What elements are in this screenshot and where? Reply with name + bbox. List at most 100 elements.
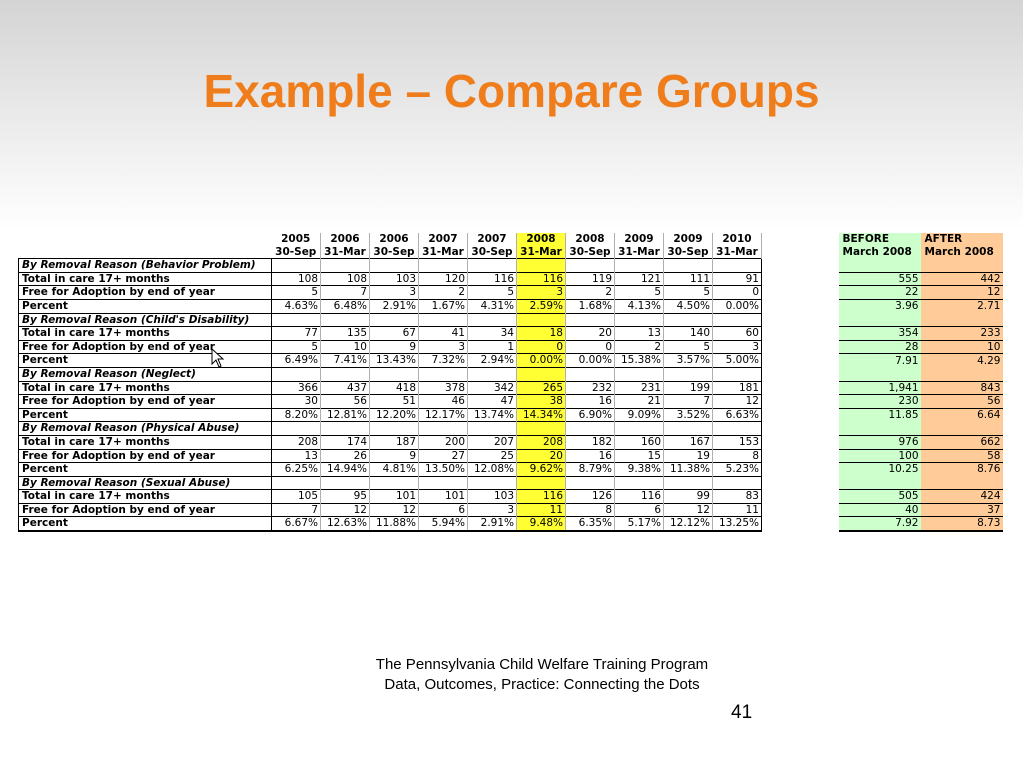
after-cell [920,258,1003,273]
data-cell: 0 [565,339,615,354]
data-cell: 108 [271,271,321,286]
table-row: Free for Adoption by end of year 30 56 51 46… [18,394,1003,409]
empty-cell [516,366,566,382]
data-cell: 200 [418,434,468,449]
table-row: Free for Adoption by end of year 7 12 12 6 3 1… [18,502,1003,517]
data-cell: 116 [516,271,566,286]
header-blank-cell [19,246,272,259]
data-cell: 9.62% [516,462,566,477]
data-cell: 25 [467,448,517,463]
before-cell [838,476,921,490]
data-cell: 20 [516,448,566,463]
column-header: 2007 [467,233,517,246]
row-label: Free for Adoption by end of year [18,394,272,409]
data-cell: 20 [565,326,615,341]
data-cell: 95 [320,489,370,504]
section-title: By Removal Reason (Neglect) [18,366,272,382]
empty-cell [418,312,468,327]
empty-cell [271,475,321,490]
after-value: 37 [920,502,1003,517]
data-cell: 67 [369,326,419,341]
after-value: 233 [920,326,1003,341]
empty-cell [271,366,321,382]
empty-cell [712,475,762,490]
data-cell: 21 [614,394,664,409]
section-title: By Removal Reason (Physical Abuse) [18,421,272,436]
column-header: 2006 [369,233,419,246]
data-cell: 16 [565,394,615,409]
data-cell: 2 [614,339,664,354]
data-cell: 116 [614,489,664,504]
data-cell: 11.38% [663,462,713,477]
before-header: March 2008 [838,245,921,259]
data-cell: 0.00% [516,353,566,368]
data-cell: 6.49% [271,353,321,368]
empty-cell [271,312,321,327]
spacer-cell [762,503,839,517]
after-value: 58 [920,448,1003,463]
slide-title: Example – Compare Groups [203,65,820,117]
section-row: By Removal Reason (Neglect) [18,366,1003,382]
data-cell: 4.63% [271,298,321,314]
empty-cell [614,475,664,490]
spacer-cell [762,246,839,259]
after-value: 424 [920,489,1003,504]
empty-cell [712,366,762,382]
table-row: Free for Adoption by end of year 5 7 3 2 5 3 2 5… [18,285,1003,300]
after-header: AFTER [920,233,1003,246]
after-value: 12 [920,285,1003,300]
data-cell: 121 [614,271,664,286]
before-value: 1,941 [838,380,921,395]
data-cell: 11.88% [369,516,419,533]
table-row: Percent 4.63% 6.48% 2.91% 1.67% 4.31% 2.59% 1.6… [18,298,1003,314]
empty-cell [467,312,517,327]
mouse-pointer-icon [211,348,225,368]
table-row: Percent 6.25% 14.94% 4.81% 13.50% 12.08% 9.62%… [18,462,1003,477]
after-value: 2.71 [920,298,1003,314]
data-cell: 232 [565,380,615,395]
before-value: 28 [838,339,921,354]
before-value: 3.96 [838,298,921,314]
data-cell: 342 [467,380,517,395]
data-cell: 108 [320,271,370,286]
row-label: Total in care 17+ months [18,380,272,395]
empty-cell [614,366,664,382]
spacer-cell [762,408,839,422]
column-header: 30-Sep [565,245,615,259]
row-label: Free for Adoption by end of year [18,339,272,354]
spacer-cell [762,299,839,313]
column-header: 31-Mar [320,245,370,259]
data-cell: 12.20% [369,407,419,422]
data-cell: 7 [271,502,321,517]
spacer-cell [762,449,839,463]
data-cell: 3 [467,502,517,517]
before-cell [838,313,921,327]
data-cell: 14.94% [320,462,370,477]
before-value: 7.91 [838,353,921,368]
empty-cell [663,366,713,382]
data-cell: 231 [614,380,664,395]
data-cell: 116 [516,489,566,504]
before-value: 40 [838,502,921,517]
data-cell: 9 [369,448,419,463]
empty-cell [614,312,664,327]
empty-cell [467,475,517,490]
section-title: By Removal Reason (Child's Disability) [18,312,272,327]
after-value: 843 [920,380,1003,395]
data-cell: 1.67% [418,298,468,314]
data-cell: 7.32% [418,353,468,368]
data-cell: 5.23% [712,462,762,477]
data-cell: 47 [467,394,517,409]
data-cell: 60 [712,326,762,341]
data-cell: 167 [663,434,713,449]
spacer-cell [762,259,839,273]
data-cell: 34 [467,326,517,341]
spacer-cell [762,463,839,477]
spacer-cell [762,313,839,327]
data-cell: 12.08% [467,462,517,477]
data-cell: 207 [467,434,517,449]
data-cell: 208 [516,434,566,449]
empty-cell [418,421,468,436]
spacer-cell [762,490,839,504]
data-cell: 19 [663,448,713,463]
